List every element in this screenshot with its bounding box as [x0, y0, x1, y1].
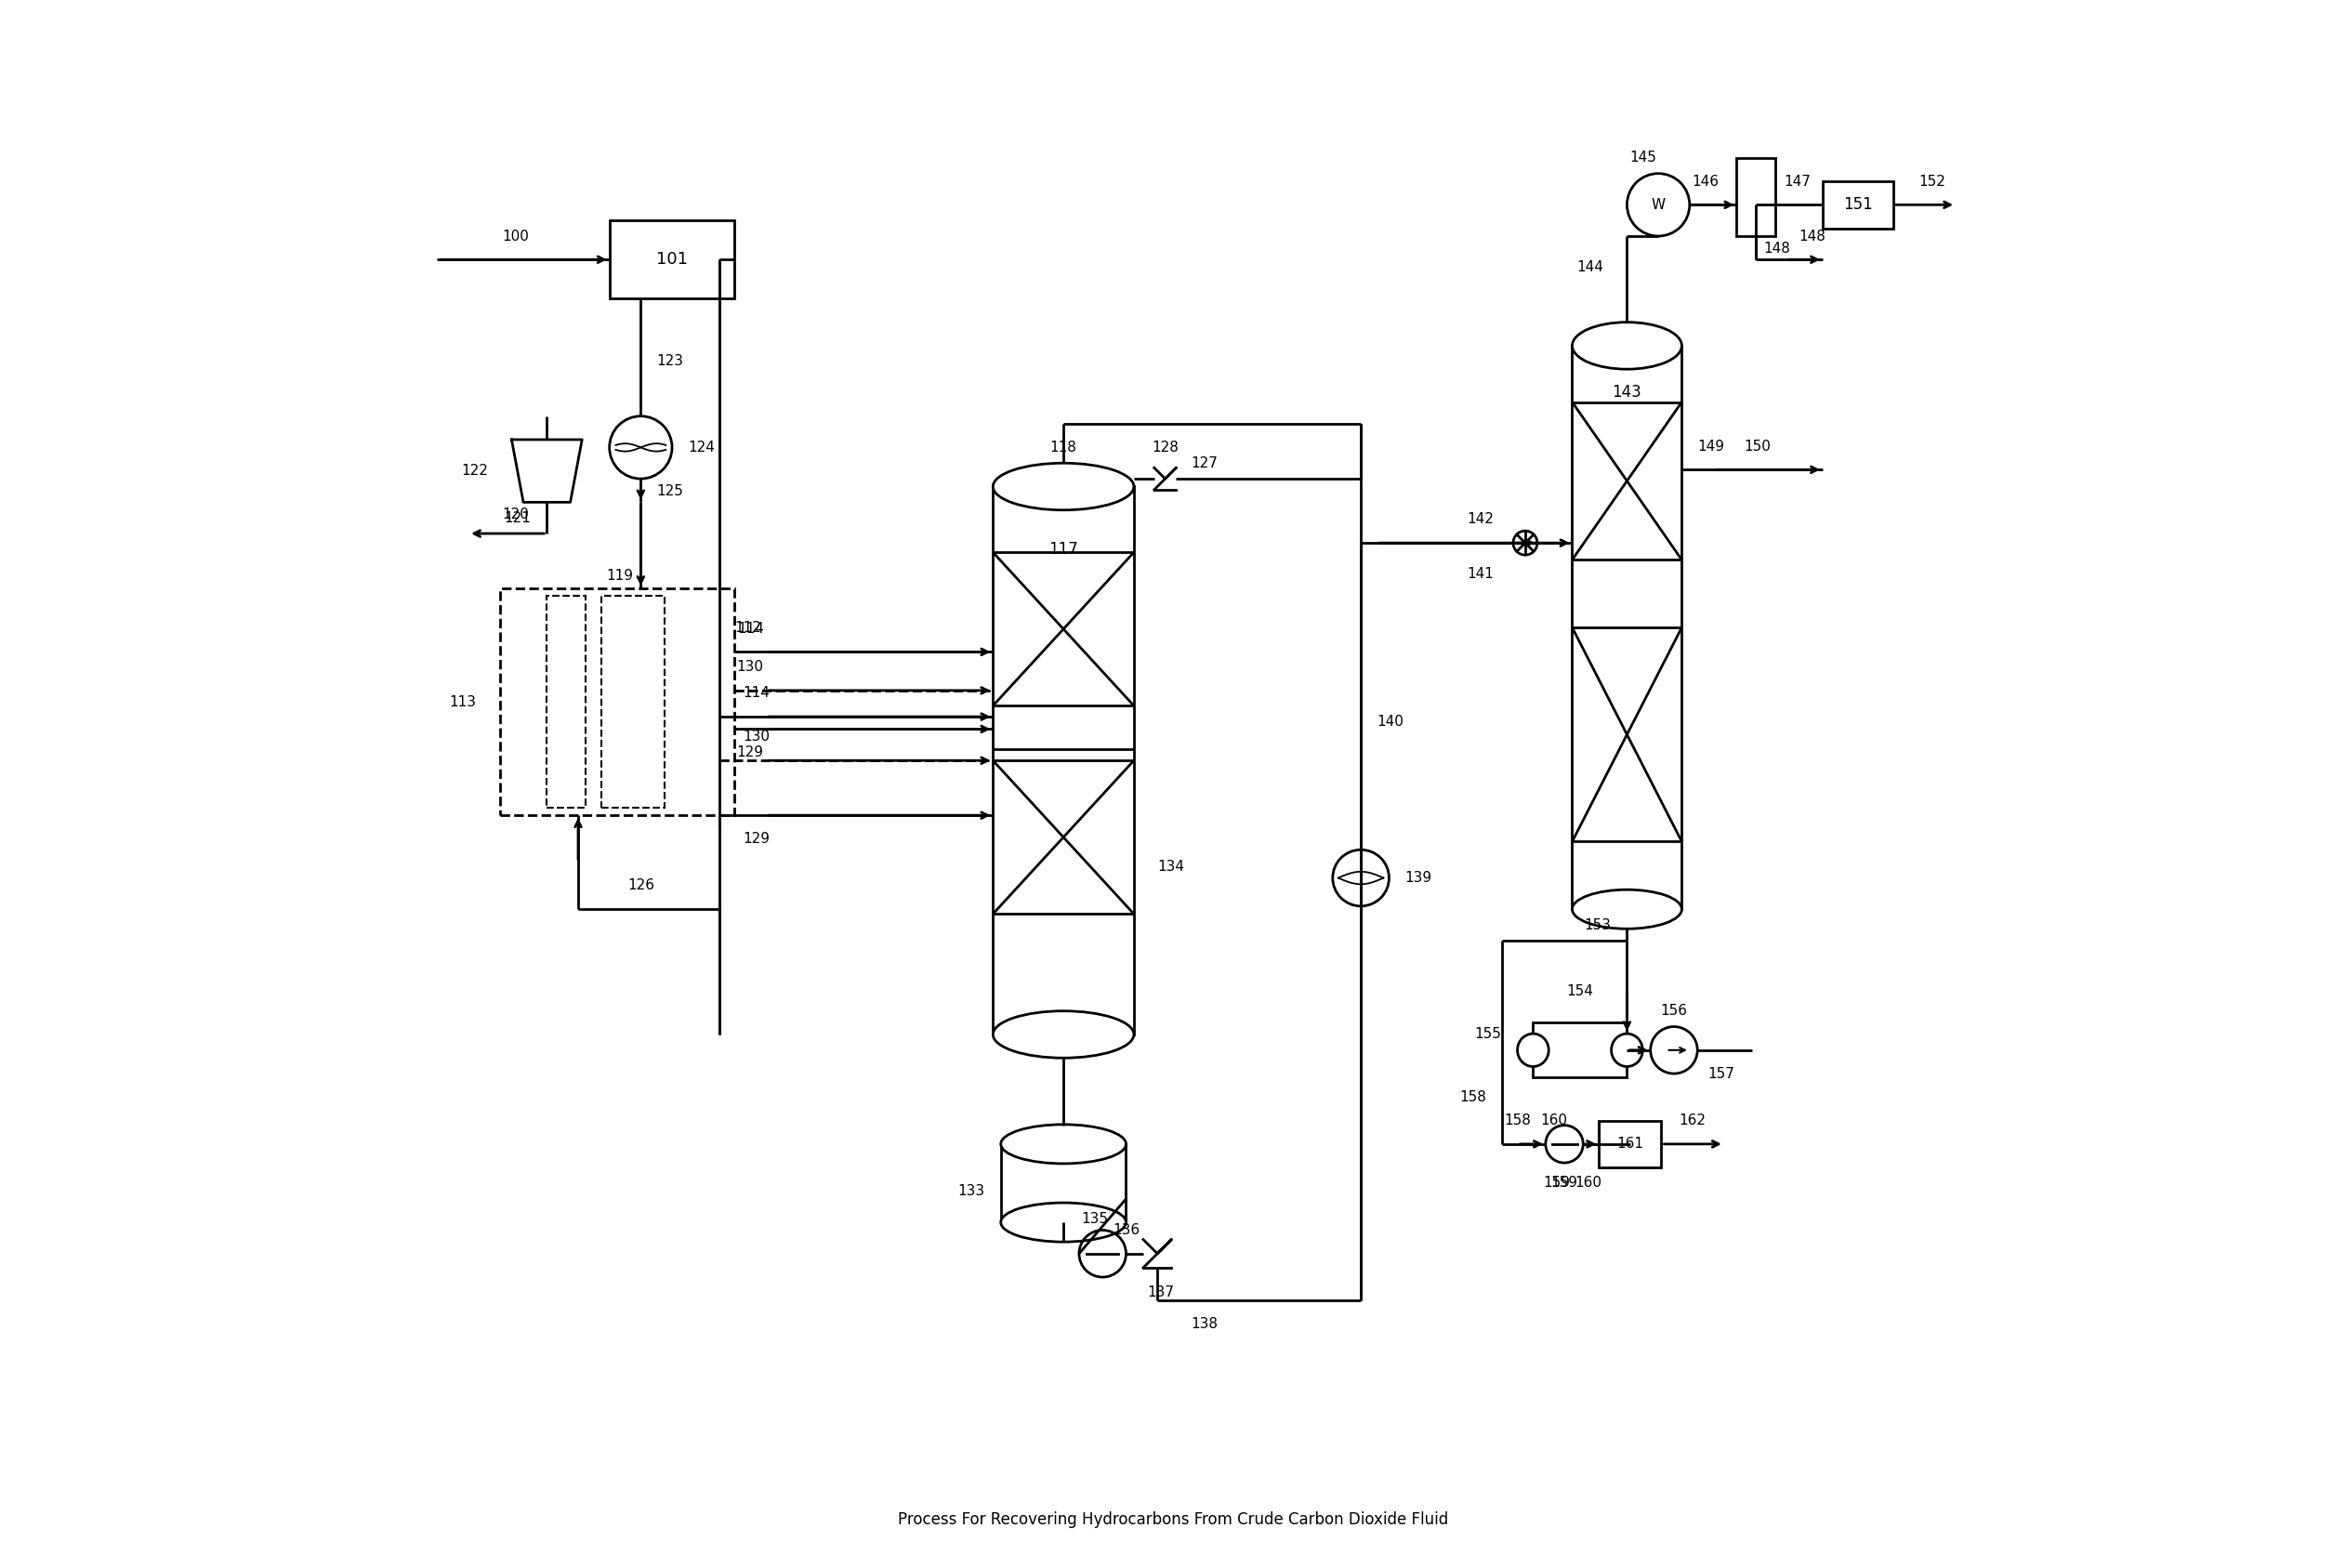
Text: 130: 130 — [737, 660, 765, 674]
Text: Process For Recovering Hydrocarbons From Crude Carbon Dioxide Fluid: Process For Recovering Hydrocarbons From… — [899, 1512, 1447, 1529]
Text: 148: 148 — [1799, 229, 1825, 243]
Bar — [992, 486, 1133, 1035]
Ellipse shape — [1002, 1203, 1126, 1242]
Text: 112: 112 — [734, 621, 762, 635]
Text: 140: 140 — [1377, 715, 1403, 729]
Text: 160: 160 — [1541, 1113, 1567, 1127]
Text: 114: 114 — [741, 687, 769, 701]
Text: 123: 123 — [657, 354, 683, 368]
Text: 155: 155 — [1476, 1027, 1501, 1041]
Bar — [1572, 345, 1682, 909]
Text: 146: 146 — [1691, 174, 1720, 188]
Bar — [1736, 158, 1776, 237]
Text: 124: 124 — [687, 441, 716, 455]
Bar — [500, 588, 734, 815]
Ellipse shape — [1612, 1033, 1642, 1066]
Text: 129: 129 — [737, 745, 765, 759]
Ellipse shape — [1572, 889, 1682, 928]
Text: 129: 129 — [741, 831, 769, 845]
Bar — [1002, 1145, 1126, 1223]
Text: 101: 101 — [657, 251, 687, 268]
Text: 114: 114 — [737, 621, 765, 635]
Text: 133: 133 — [957, 1184, 985, 1198]
Text: 154: 154 — [1567, 985, 1593, 999]
Bar — [547, 596, 586, 808]
Text: 145: 145 — [1628, 151, 1656, 165]
Text: 159: 159 — [1551, 1176, 1579, 1190]
Text: 158: 158 — [1459, 1090, 1485, 1104]
Text: 142: 142 — [1466, 513, 1494, 527]
Text: 118: 118 — [1051, 441, 1077, 455]
Bar — [1600, 1121, 1661, 1168]
Text: 149: 149 — [1699, 439, 1724, 453]
Text: 156: 156 — [1661, 1004, 1687, 1018]
Text: 121: 121 — [504, 511, 530, 525]
Text: 153: 153 — [1584, 917, 1612, 931]
Text: 152: 152 — [1919, 174, 1945, 188]
Text: 120: 120 — [502, 508, 528, 522]
Text: W: W — [1652, 198, 1666, 212]
Ellipse shape — [1518, 1033, 1548, 1066]
Text: 126: 126 — [626, 878, 655, 892]
Polygon shape — [1143, 1240, 1171, 1267]
Text: 117: 117 — [1049, 541, 1079, 558]
Ellipse shape — [1002, 1124, 1126, 1163]
Ellipse shape — [992, 463, 1133, 510]
Text: 122: 122 — [462, 464, 488, 478]
Ellipse shape — [1572, 321, 1682, 368]
Text: 100: 100 — [502, 229, 528, 243]
Text: 151: 151 — [1844, 196, 1872, 213]
Text: 138: 138 — [1192, 1317, 1218, 1331]
Text: 150: 150 — [1745, 439, 1771, 453]
Text: 134: 134 — [1157, 859, 1185, 873]
Text: 139: 139 — [1405, 870, 1431, 884]
Bar — [601, 596, 664, 808]
Polygon shape — [1143, 1240, 1171, 1267]
Text: 148: 148 — [1764, 241, 1790, 256]
Text: 161: 161 — [1616, 1137, 1645, 1151]
Text: 130: 130 — [741, 731, 769, 743]
Text: 136: 136 — [1112, 1223, 1140, 1237]
Text: 135: 135 — [1082, 1212, 1107, 1226]
Text: 137: 137 — [1147, 1286, 1173, 1300]
Ellipse shape — [992, 1011, 1133, 1058]
Text: 158: 158 — [1504, 1113, 1532, 1127]
Bar — [610, 221, 734, 299]
Text: 147: 147 — [1783, 174, 1811, 188]
Text: 144: 144 — [1577, 260, 1605, 274]
Bar — [1823, 182, 1893, 229]
Text: 143: 143 — [1612, 384, 1642, 401]
Text: 159: 159 — [1544, 1176, 1569, 1190]
Text: 119: 119 — [605, 569, 633, 583]
Bar — [1532, 1022, 1628, 1077]
Text: 157: 157 — [1708, 1066, 1734, 1080]
Text: 160: 160 — [1574, 1176, 1602, 1190]
Text: 113: 113 — [450, 695, 476, 709]
Text: 141: 141 — [1466, 568, 1494, 582]
Text: 162: 162 — [1680, 1113, 1706, 1127]
Text: 127: 127 — [1192, 456, 1218, 470]
Text: 128: 128 — [1152, 441, 1178, 455]
Text: 125: 125 — [657, 485, 683, 499]
